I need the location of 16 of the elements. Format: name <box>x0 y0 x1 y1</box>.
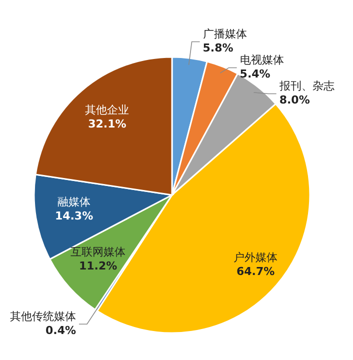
data-label: 8.0% <box>279 94 310 107</box>
data-label: 5.4% <box>240 68 270 81</box>
slice-label: 电视媒体 <box>240 54 284 67</box>
slice-label: 户外媒体 <box>234 251 278 264</box>
data-label: 64.7% <box>236 265 275 278</box>
slice-label: 互联网媒体 <box>70 245 126 258</box>
slice-label: 报刊、杂志 <box>278 80 334 93</box>
slice-label: 融媒体 <box>58 196 91 209</box>
data-label: 11.2% <box>78 259 118 272</box>
data-label: 32.1% <box>88 118 126 131</box>
slice-label: 广播媒体 <box>202 28 247 41</box>
data-label: 5.8% <box>202 42 234 55</box>
data-label: 0.4% <box>45 324 76 338</box>
data-label: 14.3% <box>54 210 94 223</box>
slice-label: 其他企业 <box>85 104 130 117</box>
slice-label: 其他传统媒体 <box>10 310 76 324</box>
